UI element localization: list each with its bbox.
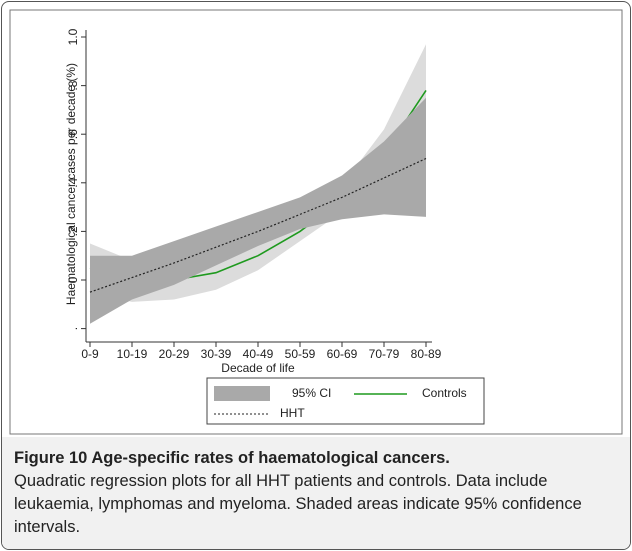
x-tick-label: 0-9: [81, 347, 99, 361]
y-axis-title: Haematological cancer cases per decade (…: [64, 63, 78, 305]
y-tick-label: 0: [66, 276, 80, 283]
x-tick-label: 80-89: [411, 347, 442, 361]
x-tick-label: 20-29: [159, 347, 190, 361]
caption: Figure 10 Age-specific rates of haematol…: [2, 437, 630, 549]
x-tick-label: 10-19: [117, 347, 148, 361]
caption-title: Figure 10 Age-specific rates of haematol…: [14, 449, 450, 467]
legend-label: 95% CI: [292, 386, 331, 400]
y-tick-label: .6: [66, 129, 80, 139]
y-tick-label: .4: [66, 177, 80, 187]
series-line: [89, 157, 427, 293]
legend-swatch: [214, 386, 270, 401]
legend-label: Controls: [422, 386, 467, 400]
legend-label: HHT: [280, 406, 305, 420]
ci-band: [90, 97, 426, 324]
y-tick-label: .8: [66, 80, 80, 90]
x-tick-label: 60-69: [327, 347, 358, 361]
x-tick-label: 50-59: [285, 347, 316, 361]
y-tick-label: .2: [66, 226, 80, 236]
x-tick-label: 70-79: [369, 347, 400, 361]
x-tick-label: 30-39: [201, 347, 232, 361]
caption-text: Quadratic regression plots for all HHT p…: [14, 472, 582, 536]
y-tick-label: .: [66, 327, 80, 330]
chart: Haematological cancer cases per decade (…: [9, 9, 623, 435]
x-tick-label: 40-49: [243, 347, 274, 361]
y-tick-label: 1.0: [66, 28, 80, 45]
x-axis-title: Decade of life: [221, 361, 295, 375]
